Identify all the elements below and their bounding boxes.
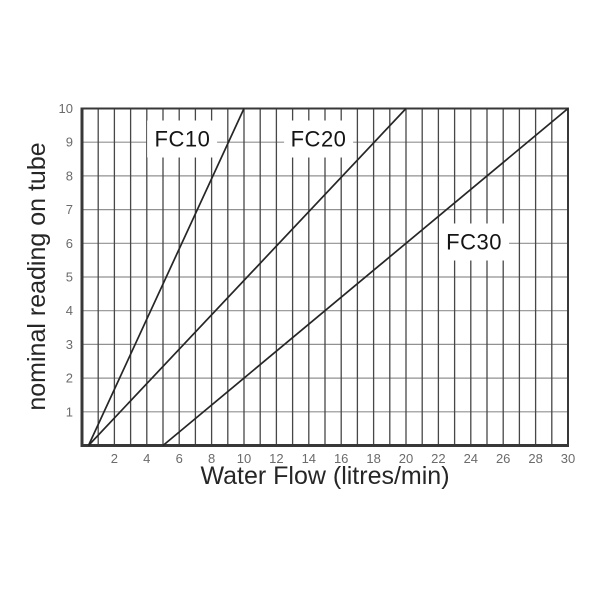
x-axis-title: Water Flow (litres/min) <box>200 462 450 490</box>
svg-text:8: 8 <box>208 451 215 466</box>
svg-text:14: 14 <box>302 451 316 466</box>
svg-text:10: 10 <box>237 451 251 466</box>
y-axis-title: nominal reading on tube <box>23 142 51 411</box>
svg-text:18: 18 <box>366 451 380 466</box>
series-label-fc10: FC10 <box>147 120 218 158</box>
svg-text:7: 7 <box>66 202 73 217</box>
series-label-fc20: FC20 <box>283 120 354 158</box>
vertical-gridlines <box>97 108 553 446</box>
svg-text:2: 2 <box>66 371 73 386</box>
svg-text:16: 16 <box>334 451 348 466</box>
svg-text:6: 6 <box>176 451 183 466</box>
series-line-fc20 <box>87 107 407 447</box>
svg-text:3: 3 <box>66 337 73 352</box>
series-line-fc10 <box>87 108 245 446</box>
svg-text:22: 22 <box>431 451 445 466</box>
svg-text:10: 10 <box>59 101 73 116</box>
svg-text:6: 6 <box>66 236 73 251</box>
series-line-fc30 <box>162 107 569 447</box>
x-tick-labels: 2 4 6 8 10 12 14 16 18 20 22 24 26 28 30 <box>111 451 575 466</box>
series-label-fc30: FC30 <box>439 223 509 261</box>
y-tick-labels: 1 2 3 4 5 6 7 8 9 10 <box>59 101 73 419</box>
svg-text:5: 5 <box>66 270 73 285</box>
svg-text:8: 8 <box>66 168 73 183</box>
svg-text:12: 12 <box>269 451 283 466</box>
svg-text:26: 26 <box>496 451 510 466</box>
svg-text:4: 4 <box>66 303 73 318</box>
svg-text:24: 24 <box>464 451 478 466</box>
svg-text:28: 28 <box>528 451 542 466</box>
plot-border <box>80 107 569 447</box>
svg-text:20: 20 <box>399 451 413 466</box>
svg-text:4: 4 <box>143 451 150 466</box>
svg-text:9: 9 <box>66 135 73 150</box>
svg-text:2: 2 <box>111 451 118 466</box>
svg-text:1: 1 <box>66 404 73 419</box>
svg-text:30: 30 <box>561 451 575 466</box>
